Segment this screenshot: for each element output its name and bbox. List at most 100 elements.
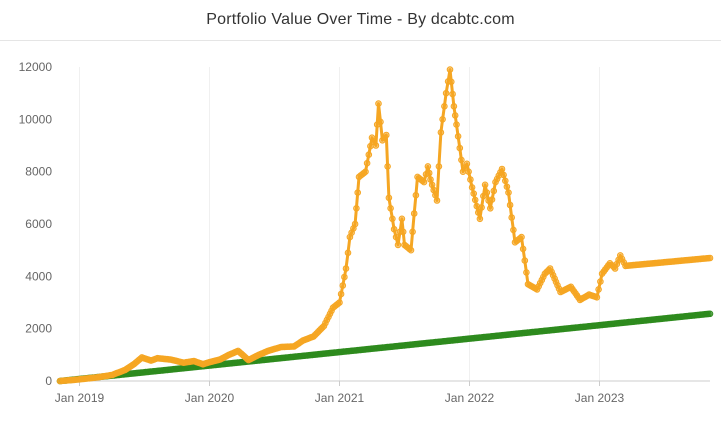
portfolio-value-point [498, 165, 506, 173]
x-tick-label: Jan 2021 [315, 391, 365, 405]
portfolio-value-point [410, 210, 418, 217]
portfolio-value-point [372, 142, 380, 149]
portfolio-value-point [365, 151, 373, 158]
portfolio-value-point [420, 178, 428, 186]
portfolio-value-point [595, 286, 602, 293]
portfolio-value-point [471, 196, 479, 204]
portfolio-value-point [344, 249, 352, 257]
y-tick-label: 10000 [19, 112, 53, 126]
portfolio-value-point [478, 204, 485, 211]
portfolio-value-point [353, 205, 360, 212]
portfolio-value-point [454, 133, 462, 140]
portfolio-value-point [339, 282, 347, 289]
portfolio-value-point [387, 205, 394, 212]
portfolio-value-point [510, 226, 517, 234]
portfolio-value-point [432, 191, 439, 199]
portfolio-value-point [451, 112, 459, 119]
portfolio-value-point [521, 257, 529, 264]
y-tick-label: 2000 [25, 322, 52, 336]
portfolio-value-point [518, 233, 525, 241]
portfolio-value-point [351, 220, 359, 228]
chart-title: Portfolio Value Over Time - By dcabtc.co… [206, 11, 515, 28]
portfolio-value-point [425, 169, 433, 177]
portfolio-value-point [490, 187, 498, 195]
portfolio-value-point [506, 201, 514, 209]
portfolio-value-point [483, 189, 491, 196]
portfolio-value-point [336, 299, 343, 306]
grid-lines [79, 67, 600, 381]
portfolio-value-point [385, 194, 393, 202]
x-axis: Jan 2019 Jan 2020 Jan 2021 Jan 2022 Jan 2023 [55, 380, 710, 405]
x-tick-label: Jan 2022 [445, 391, 495, 405]
portfolio-value-point [392, 233, 400, 241]
portfolio-value-point [453, 121, 460, 128]
portfolio-value-point [399, 228, 407, 236]
portfolio-value-point [449, 90, 456, 98]
portfolio-value-point [463, 160, 471, 168]
portfolio-value-point [435, 163, 443, 170]
portfolio-value-point [362, 168, 369, 175]
portfolio-value-point [488, 196, 496, 203]
x-tick-label: Jan 2019 [55, 391, 105, 405]
portfolio-value-point [470, 190, 478, 197]
y-tick-label: 4000 [25, 269, 52, 283]
portfolio-value-point [468, 184, 476, 191]
portfolio-value-point [427, 176, 434, 183]
portfolio-value-point [389, 215, 396, 223]
portfolio-value-point [450, 103, 458, 110]
portfolio-value-point [505, 189, 512, 196]
portfolio-value-point [375, 100, 382, 107]
portfolio-value-line [59, 68, 711, 383]
portfolio-value-point [342, 265, 350, 272]
portfolio-value-point [597, 278, 604, 285]
portfolio-value-point [390, 225, 398, 233]
portfolio-value-point [441, 103, 448, 110]
portfolio-value-point [456, 144, 464, 152]
portfolio-value-point [437, 129, 445, 136]
title-bar: Portfolio Value Over Time - By dcabtc.co… [0, 0, 721, 41]
portfolio-value-point [341, 273, 348, 281]
portfolio-value-point [439, 116, 446, 123]
portfolio-value-point [502, 177, 509, 185]
portfolio-value-point [481, 181, 489, 189]
portfolio-value-point [394, 241, 402, 249]
y-tick-label: 12000 [19, 60, 53, 74]
portfolio-value-point [337, 290, 345, 298]
portfolio-value-point [377, 118, 384, 126]
portfolio-value-point [523, 269, 530, 276]
portfolio-value-point [384, 163, 391, 170]
portfolio-value-point [475, 209, 482, 216]
portfolio-value-point [424, 163, 432, 170]
portfolio-value-point [467, 176, 474, 183]
portfolio-value-point [593, 294, 601, 301]
portfolio-value-point [487, 205, 494, 212]
portfolio-value-point [503, 183, 511, 190]
portfolio-value-point [519, 245, 527, 253]
portfolio-value-point [446, 66, 454, 73]
portfolio-value-point [500, 171, 507, 179]
portfolio-value-point [433, 197, 441, 204]
portfolio-value-point [398, 215, 406, 223]
amount-invested-point [706, 310, 714, 318]
portfolio-value-point [465, 168, 472, 175]
portfolio-value-point [448, 78, 455, 86]
portfolio-value-point [458, 156, 465, 164]
portfolio-value-point [383, 131, 390, 139]
portfolio-value-point [476, 215, 484, 223]
x-tick-label: Jan 2023 [575, 391, 625, 405]
y-tick-label: 8000 [25, 165, 52, 179]
series-group [56, 66, 714, 385]
x-tick-label: Jan 2020 [185, 391, 235, 405]
y-axis: 0 2000 4000 6000 8000 10000 12000 [19, 60, 53, 388]
portfolio-value-point [363, 159, 371, 167]
portfolio-value-point [409, 228, 416, 236]
y-tick-label: 0 [45, 374, 52, 388]
portfolio-value-point [706, 254, 714, 262]
portfolio-value-point [442, 89, 450, 97]
portfolio-value-point [354, 189, 362, 196]
portfolio-value-point [412, 191, 420, 199]
portfolio-value-point [407, 246, 415, 254]
y-tick-label: 6000 [25, 217, 52, 231]
